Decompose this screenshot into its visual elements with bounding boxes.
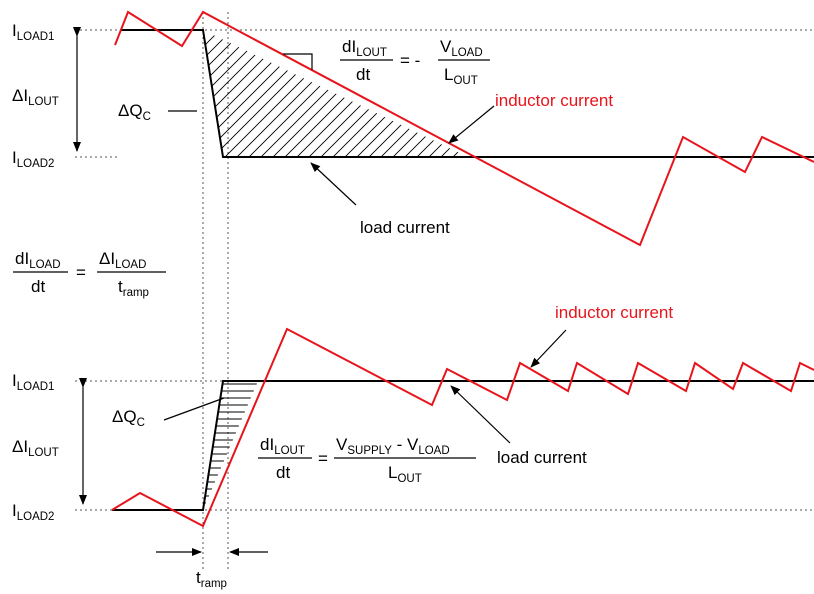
svg-text:dILOAD: dILOAD: [15, 249, 61, 271]
bottom-diagram: ILOAD1 ILOAD2 ΔILOUT ΔQC dILOUT dt = VSU…: [12, 303, 814, 590]
bottom-delta-qc-pointer: [163, 397, 225, 421]
top-load-current-label: load current: [360, 218, 450, 237]
svg-text:dILOUT: dILOUT: [260, 435, 305, 457]
bottom-delta-qc-label: ΔQC: [112, 407, 145, 429]
bottom-inductor-current-label: inductor current: [555, 303, 673, 322]
svg-text:=: =: [76, 263, 86, 282]
tramp-label: tramp: [196, 568, 227, 590]
bottom-load-current-label: load current: [497, 448, 587, 467]
top-inductor-current-pointer: [448, 105, 495, 144]
svg-text:= -: = -: [400, 51, 420, 70]
top-i-load1-label: ILOAD1: [12, 21, 54, 43]
top-delta-i-lout-label: ΔILOUT: [12, 86, 59, 108]
top-diagram: ILOAD1 ILOAD2 ΔILOUT ΔQC dILOUT dt = - V…: [12, 10, 814, 247]
top-inductor-current-line: [114, 10, 814, 247]
bottom-inductor-current-pointer: [530, 329, 567, 368]
svg-text:VLOAD: VLOAD: [440, 37, 483, 59]
svg-text:LOUT: LOUT: [388, 463, 422, 485]
top-slope-marker: [283, 53, 313, 70]
bottom-load-current-line: [112, 380, 814, 511]
svg-text:VSUPPLY - VLOAD: VSUPPLY - VLOAD: [336, 435, 450, 457]
top-inductor-current-label: inductor current: [495, 91, 613, 110]
top-delta-qc-label: ΔQC: [118, 101, 151, 123]
svg-text:dt: dt: [31, 277, 45, 296]
top-load-current-line: [120, 29, 814, 158]
top-load-current-pointer: [310, 162, 357, 206]
svg-text:ΔILOAD: ΔILOAD: [99, 249, 146, 271]
svg-text:=: =: [318, 449, 328, 468]
ramp-rate-equation: dILOAD dt = ΔILOAD tramp: [13, 249, 166, 299]
bottom-i-load1-label: ILOAD1: [12, 371, 54, 393]
top-i-load2-label: ILOAD2: [12, 148, 54, 170]
svg-text:LOUT: LOUT: [444, 65, 478, 87]
svg-text:dt: dt: [276, 463, 290, 482]
bottom-i-load2-label: ILOAD2: [12, 501, 54, 523]
guide-lines: [75, 12, 814, 570]
top-slope-equation: dILOUT dt = - VLOAD LOUT: [340, 37, 490, 87]
bottom-slope-equation: dILOUT dt = VSUPPLY - VLOAD LOUT: [258, 435, 476, 485]
svg-text:tramp: tramp: [118, 277, 149, 299]
svg-text:dILOUT: dILOUT: [342, 37, 387, 59]
bottom-delta-i-lout-label: ΔILOUT: [12, 437, 59, 459]
bottom-inductor-current-line: [111, 327, 814, 528]
svg-text:dt: dt: [356, 65, 370, 84]
bottom-load-current-pointer: [450, 385, 511, 444]
